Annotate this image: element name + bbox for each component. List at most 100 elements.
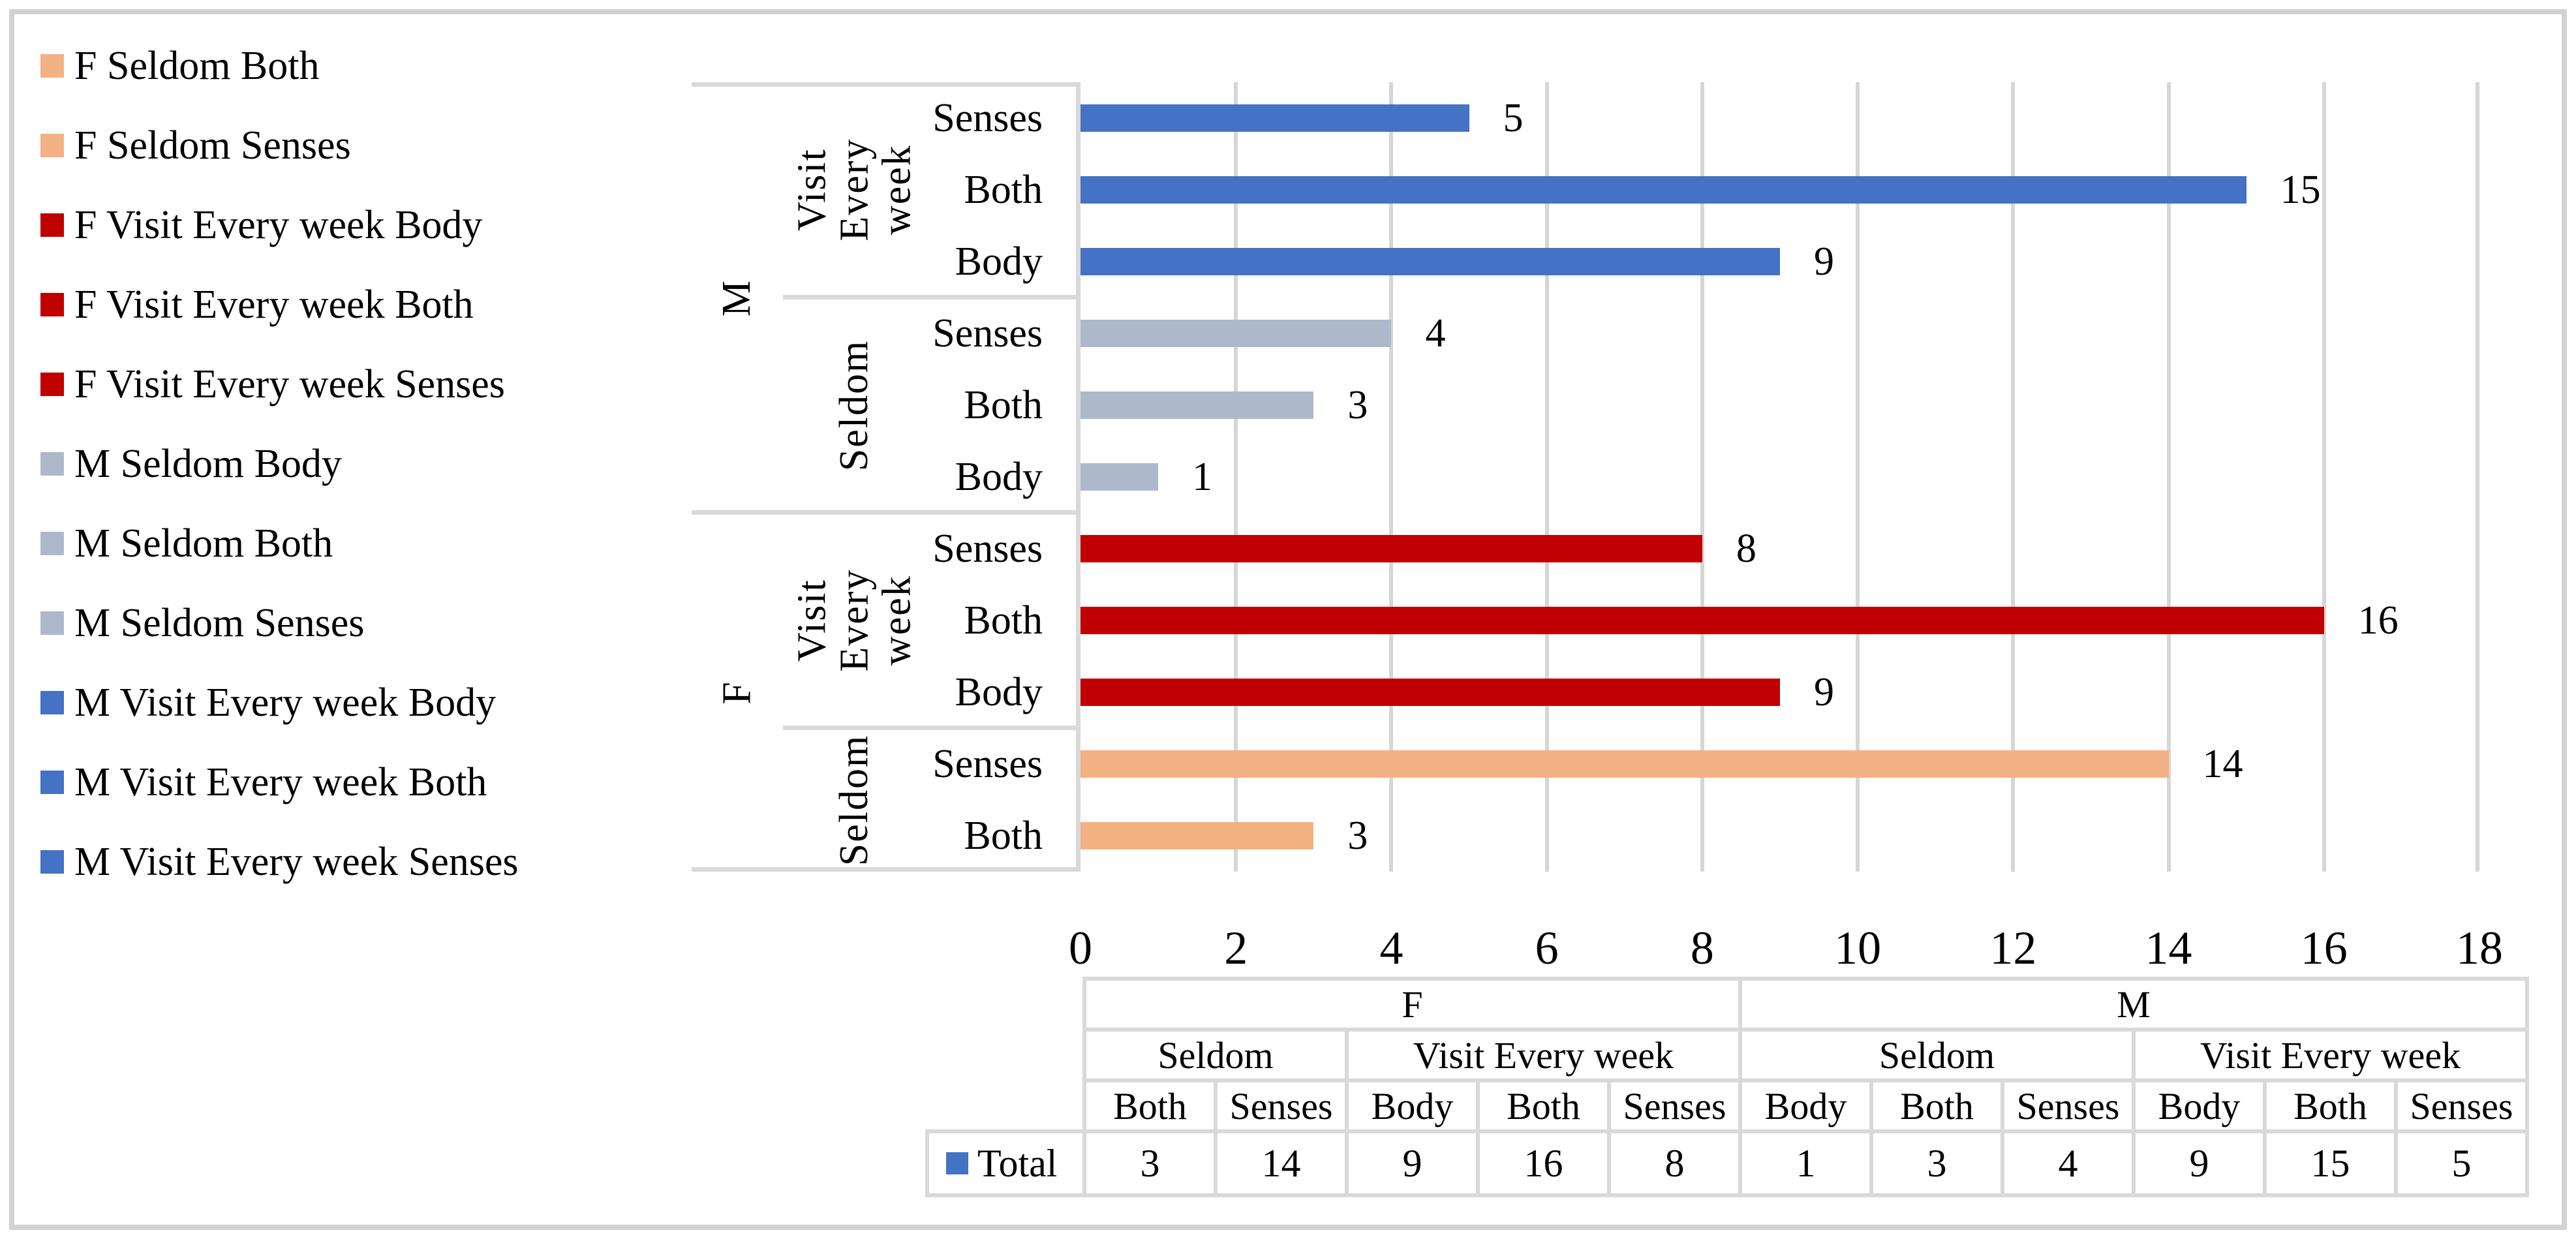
bar-value-label: 9 xyxy=(1814,670,1834,714)
gender-label-m: M xyxy=(714,279,759,316)
legend-item[interactable]: F Visit Every week Senses xyxy=(40,364,519,405)
table-row-gender: F M xyxy=(927,977,2529,1032)
bar-row: 5 xyxy=(1081,82,2479,154)
axis-border-bottom xyxy=(692,867,1081,872)
legend-label: M Seldom Both xyxy=(74,521,333,566)
table-category-header: Both xyxy=(2263,1078,2398,1133)
legend-swatch-icon xyxy=(40,691,64,714)
table-corner-cell xyxy=(927,1080,1084,1131)
category-tick-label: Body xyxy=(955,670,1043,714)
x-tick-label: 12 xyxy=(1989,922,2037,974)
plot-area[interactable]: 5 15 9 4 3 1 8 16 xyxy=(1081,82,2479,872)
bar[interactable] xyxy=(1081,822,1314,849)
legend-label: M Visit Every week Body xyxy=(74,681,497,725)
legend-swatch-icon xyxy=(40,293,64,316)
bar-value-label: 8 xyxy=(1736,527,1756,571)
frequency-label: Seldom xyxy=(832,339,877,471)
table-category-header: Body xyxy=(1345,1078,1480,1133)
legend-swatch-icon xyxy=(40,850,64,874)
legend-item[interactable]: M Visit Every week Senses xyxy=(40,842,519,882)
category-tick-label: Senses xyxy=(932,527,1043,571)
legend-item[interactable]: F Visit Every week Body xyxy=(40,205,519,245)
gridline xyxy=(2166,82,2171,872)
bar[interactable] xyxy=(1081,104,1469,132)
table-category-header: Senses xyxy=(2001,1078,2136,1133)
axis-border-top xyxy=(692,82,1081,87)
axis-divider-gender xyxy=(692,510,1081,515)
legend-item[interactable]: F Seldom Senses xyxy=(40,125,519,166)
bar-value-label: 5 xyxy=(1503,96,1524,140)
bar-row: 3 xyxy=(1081,369,2479,441)
table-category-header: Body xyxy=(2132,1078,2267,1133)
gender-label-f: F xyxy=(714,680,759,705)
bar[interactable] xyxy=(1081,463,1159,491)
bar-value-label: 15 xyxy=(2280,168,2321,212)
category-tick-label: Both xyxy=(964,814,1043,858)
category-axis: M F Visit Every week Seldom Visit Every … xyxy=(692,82,1081,872)
legend-label: F Seldom Both xyxy=(74,44,320,88)
bar-value-label: 3 xyxy=(1347,814,1368,858)
series-key-icon xyxy=(946,1152,968,1174)
bar-row: 15 xyxy=(1081,154,2479,226)
frequency-label: Seldom xyxy=(832,734,877,866)
bar[interactable] xyxy=(1081,679,1780,706)
legend-item[interactable]: M Visit Every week Body xyxy=(40,682,519,723)
category-tick-labels: Senses Both Body Senses Both Body Senses… xyxy=(927,82,1081,872)
chart-data-table: F M Seldom Visit Every week Seldom Visit… xyxy=(925,977,2529,1197)
legend-item[interactable]: M Seldom Senses xyxy=(40,603,519,643)
bar-value-label: 16 xyxy=(2357,598,2399,643)
table-value-cell: 15 xyxy=(2263,1129,2398,1197)
legend-item[interactable]: M Seldom Body xyxy=(40,444,519,484)
table-category-header: Both xyxy=(1476,1078,1611,1133)
legend-label: F Visit Every week Body xyxy=(74,203,483,247)
table-category-header: Body xyxy=(1738,1078,1873,1133)
x-tick-label: 0 xyxy=(1069,922,1092,974)
bar-series: 5 15 9 4 3 1 8 16 xyxy=(1081,82,2479,872)
bar-row: 4 xyxy=(1081,298,2479,369)
legend-item[interactable]: M Seldom Both xyxy=(40,523,519,564)
bar[interactable] xyxy=(1081,320,1392,347)
table-row-category: Both Senses Body Both Senses Body Both S… xyxy=(927,1078,2529,1133)
legend-label: M Seldom Senses xyxy=(74,601,365,645)
gender-group-f: F xyxy=(692,513,783,872)
legend-item[interactable]: M Visit Every week Both xyxy=(40,762,519,803)
bar[interactable] xyxy=(1081,535,1702,562)
bar[interactable] xyxy=(1081,607,2324,634)
table-value-cell: 3 xyxy=(1869,1129,2004,1197)
table-value-cell: 4 xyxy=(2001,1129,2136,1197)
frequency-label: Visit Every week xyxy=(790,138,919,242)
bar[interactable] xyxy=(1081,248,1780,275)
table-category-header: Senses xyxy=(1214,1078,1349,1133)
category-tick-label: Both xyxy=(964,598,1043,643)
category-tick-label: Senses xyxy=(932,96,1043,140)
table-frequency-header: Visit Every week xyxy=(2132,1028,2529,1082)
legend-label: F Seldom Senses xyxy=(74,123,351,168)
gridline xyxy=(1234,82,1238,872)
table-value-cell: 14 xyxy=(1214,1129,1349,1197)
frequency-label: Visit Every week xyxy=(790,568,919,673)
category-tick-label: Both xyxy=(964,168,1043,212)
table-category-header: Both xyxy=(1082,1078,1218,1133)
category-tick-label: Senses xyxy=(932,742,1043,786)
table-value-cell: 16 xyxy=(1476,1129,1611,1197)
x-tick-label: 4 xyxy=(1379,922,1403,974)
bar[interactable] xyxy=(1081,391,1314,419)
legend-item[interactable]: F Seldom Both xyxy=(40,46,519,86)
x-tick-label: 18 xyxy=(2456,922,2503,974)
category-tick-label: Both xyxy=(964,383,1043,427)
legend-swatch-icon xyxy=(40,54,64,78)
bar-value-label: 9 xyxy=(1814,239,1834,284)
legend-item[interactable]: F Visit Every week Both xyxy=(40,284,519,325)
bar-row: 9 xyxy=(1081,656,2479,728)
table-row-total: Total 3 14 9 16 8 1 3 4 9 15 5 xyxy=(925,1129,2529,1197)
legend-label: M Seldom Body xyxy=(74,442,342,486)
bar[interactable] xyxy=(1081,750,2169,778)
bar-value-label: 4 xyxy=(1425,311,1446,356)
x-tick-label: 2 xyxy=(1224,922,1248,974)
gridline xyxy=(1544,82,1549,872)
table-corner-cell xyxy=(927,979,1084,1030)
chart-legend: F Seldom Both F Seldom Senses F Visit Ev… xyxy=(40,46,519,921)
axis-border-right xyxy=(1076,82,1081,872)
legend-label: M Visit Every week Both xyxy=(74,760,487,804)
bar[interactable] xyxy=(1081,176,2246,204)
